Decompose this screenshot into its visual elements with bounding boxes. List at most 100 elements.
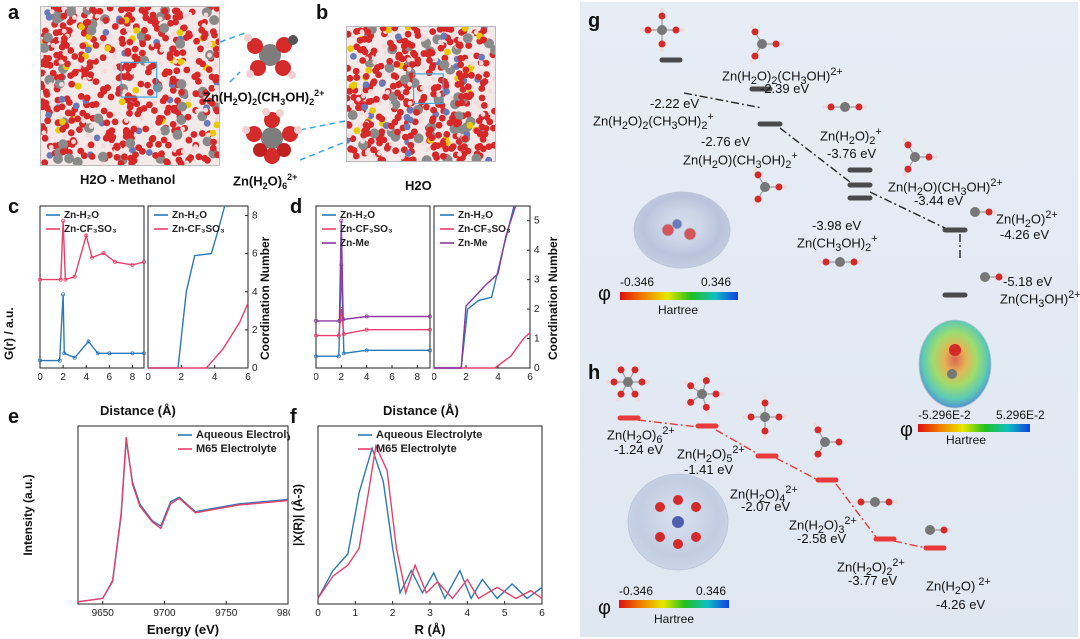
x-tick-label: 9650 bbox=[92, 608, 115, 619]
md-atom bbox=[165, 141, 172, 149]
y-tick-label: 4 bbox=[534, 245, 540, 256]
md-atom bbox=[439, 152, 447, 160]
md-atom bbox=[364, 113, 369, 118]
md-atom bbox=[373, 95, 380, 103]
series-point bbox=[314, 318, 318, 323]
md-atom bbox=[397, 93, 405, 101]
x-tick-label: 6 bbox=[389, 372, 395, 383]
md-atom bbox=[213, 7, 219, 12]
md-atom bbox=[169, 86, 177, 94]
series-point bbox=[130, 351, 135, 356]
md-atom bbox=[84, 46, 92, 54]
md-atom bbox=[174, 97, 182, 105]
md-atom bbox=[186, 32, 193, 40]
md-atom bbox=[41, 98, 46, 105]
md-atom bbox=[362, 121, 370, 129]
md-atom bbox=[155, 141, 162, 148]
md-atom bbox=[406, 116, 414, 124]
md-atom bbox=[420, 85, 425, 91]
panel-a-md-box bbox=[40, 6, 220, 166]
legend-label: Zn-CF₃SO₃ bbox=[458, 224, 511, 235]
md-atom bbox=[171, 31, 176, 37]
md-atom bbox=[461, 135, 469, 143]
series-point bbox=[95, 351, 100, 356]
md-atom bbox=[127, 101, 134, 108]
md-atom bbox=[203, 12, 209, 18]
md-atom bbox=[482, 59, 490, 67]
md-atom bbox=[404, 27, 412, 31]
md-atom bbox=[202, 136, 213, 147]
md-atom bbox=[410, 27, 418, 31]
md-atom bbox=[347, 122, 353, 129]
md-atom bbox=[89, 135, 94, 141]
md-atom bbox=[410, 49, 417, 57]
md-atom bbox=[421, 65, 427, 71]
md-atom bbox=[355, 104, 362, 112]
md-atom bbox=[456, 157, 464, 161]
md-atom bbox=[193, 144, 199, 150]
panel-a-molecules bbox=[41, 7, 219, 165]
md-atom bbox=[175, 38, 186, 49]
panel-a-caption: H2O - Methanol bbox=[80, 172, 176, 187]
md-atom bbox=[213, 51, 219, 58]
md-atom bbox=[390, 99, 401, 110]
md-atom bbox=[430, 85, 438, 93]
md-atom bbox=[457, 80, 465, 88]
legend-label: M65 Electrolyte bbox=[376, 443, 457, 455]
chart-f: 0 1 2 3 4 5 6 Aqueous Electrolyte M65 Electrolyt… bbox=[290, 425, 545, 637]
md-atom bbox=[160, 103, 166, 109]
md-atom bbox=[89, 101, 96, 109]
md-atom bbox=[485, 156, 492, 161]
md-atom bbox=[118, 17, 125, 25]
md-atom bbox=[207, 42, 213, 47]
md-atom bbox=[457, 61, 465, 69]
md-atom bbox=[162, 94, 169, 102]
md-atom bbox=[41, 159, 49, 165]
md-atom bbox=[426, 57, 433, 64]
md-atom bbox=[148, 135, 156, 143]
md-atom bbox=[176, 114, 187, 125]
md-atom bbox=[407, 132, 415, 140]
md-atom bbox=[77, 147, 85, 155]
md-atom bbox=[91, 55, 96, 61]
series-line-zn-cf3so3 bbox=[40, 220, 145, 281]
md-atom bbox=[425, 147, 431, 152]
md-atom bbox=[41, 54, 44, 60]
md-atom bbox=[144, 34, 152, 41]
md-atom bbox=[198, 130, 206, 137]
legend-label: Zn-H₂O bbox=[64, 210, 99, 221]
md-atom bbox=[347, 30, 352, 38]
x-tick-label: 0 bbox=[38, 372, 43, 383]
md-atom bbox=[371, 103, 377, 108]
md-atom bbox=[362, 73, 370, 80]
g-molecule-8 bbox=[980, 272, 1007, 282]
md-atom bbox=[435, 131, 442, 139]
md-atom bbox=[166, 51, 174, 58]
md-atom bbox=[413, 133, 424, 144]
md-atom bbox=[175, 157, 183, 165]
md-atom bbox=[122, 89, 128, 94]
md-atom bbox=[201, 23, 207, 28]
series-point bbox=[364, 348, 369, 353]
md-atom bbox=[440, 32, 447, 40]
chart-c-left: 0 2 4 6 8 Zn-H₂O Zn-CF₃SO₃ bbox=[38, 205, 146, 383]
md-atom bbox=[369, 107, 376, 114]
md-atom bbox=[125, 65, 132, 72]
series-point bbox=[86, 339, 91, 344]
x-tick-label: 4 bbox=[364, 372, 370, 383]
md-atom bbox=[195, 153, 203, 161]
md-atom bbox=[213, 106, 219, 114]
md-atom bbox=[99, 34, 107, 42]
series-point bbox=[58, 277, 63, 282]
md-atom bbox=[118, 7, 125, 14]
md-atom bbox=[94, 13, 100, 19]
md-atom bbox=[163, 68, 170, 76]
md-atom bbox=[88, 124, 94, 129]
g-esp1-min: -0.346 bbox=[620, 275, 655, 289]
md-atom bbox=[372, 59, 378, 65]
x-tick-label: 6 bbox=[245, 372, 251, 383]
panel-d-letter: d bbox=[290, 196, 303, 218]
y-tick-label: 0 bbox=[252, 363, 258, 374]
md-atom bbox=[480, 111, 486, 117]
